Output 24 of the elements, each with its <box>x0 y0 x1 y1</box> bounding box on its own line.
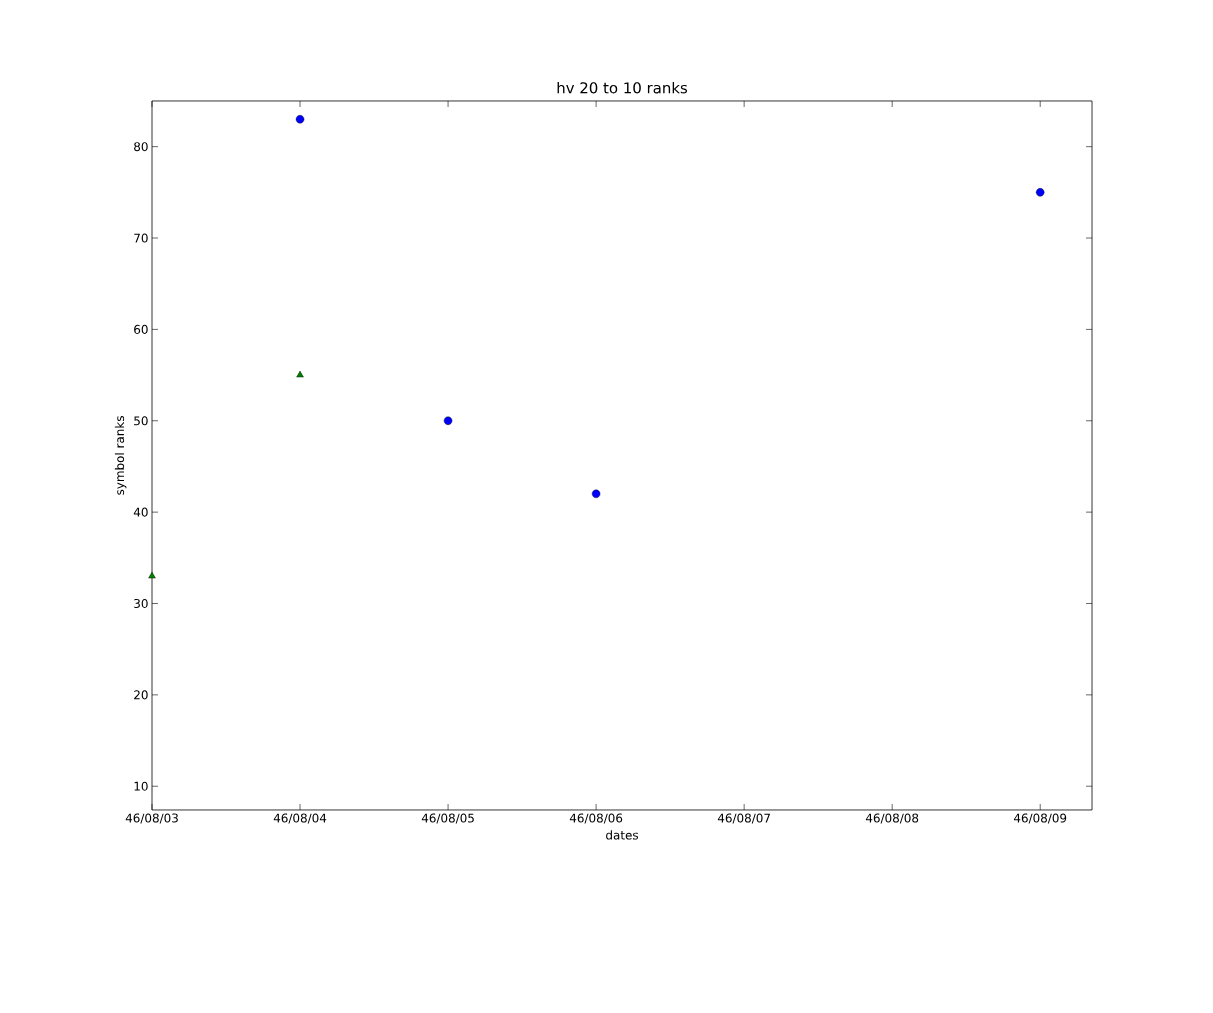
y-tick-label: 80 <box>134 142 148 152</box>
y-tick-label: 60 <box>134 324 148 334</box>
point <box>295 115 305 124</box>
point <box>443 416 453 425</box>
x-tick-label: 46/08/04 <box>273 813 327 824</box>
x-tick-label: 46/08/08 <box>865 813 919 824</box>
x-axis-title: dates <box>606 830 639 840</box>
x-tick-label: 46/08/05 <box>421 813 474 824</box>
point <box>148 571 156 579</box>
x-tick-label: 46/08/07 <box>717 813 770 824</box>
point <box>1036 188 1045 197</box>
y-tick-label: 70 <box>134 233 148 243</box>
x-tick-label: 46/08/03 <box>125 813 178 824</box>
y-tick-label: 10 <box>134 781 148 791</box>
y-tick-label: 50 <box>134 416 148 426</box>
x-tick-label: 46/08/09 <box>1013 813 1067 824</box>
chart-title: hv 20 to 10 ranks <box>557 81 688 94</box>
point <box>591 489 601 499</box>
y-axis-title: symbol ranks <box>114 416 127 495</box>
y-tick-label: 30 <box>134 598 148 609</box>
point <box>296 370 304 378</box>
y-tick-label: 40 <box>133 507 148 517</box>
y-tick-label: 20 <box>134 690 148 700</box>
x-tick-label: 46/08/06 <box>569 813 623 824</box>
